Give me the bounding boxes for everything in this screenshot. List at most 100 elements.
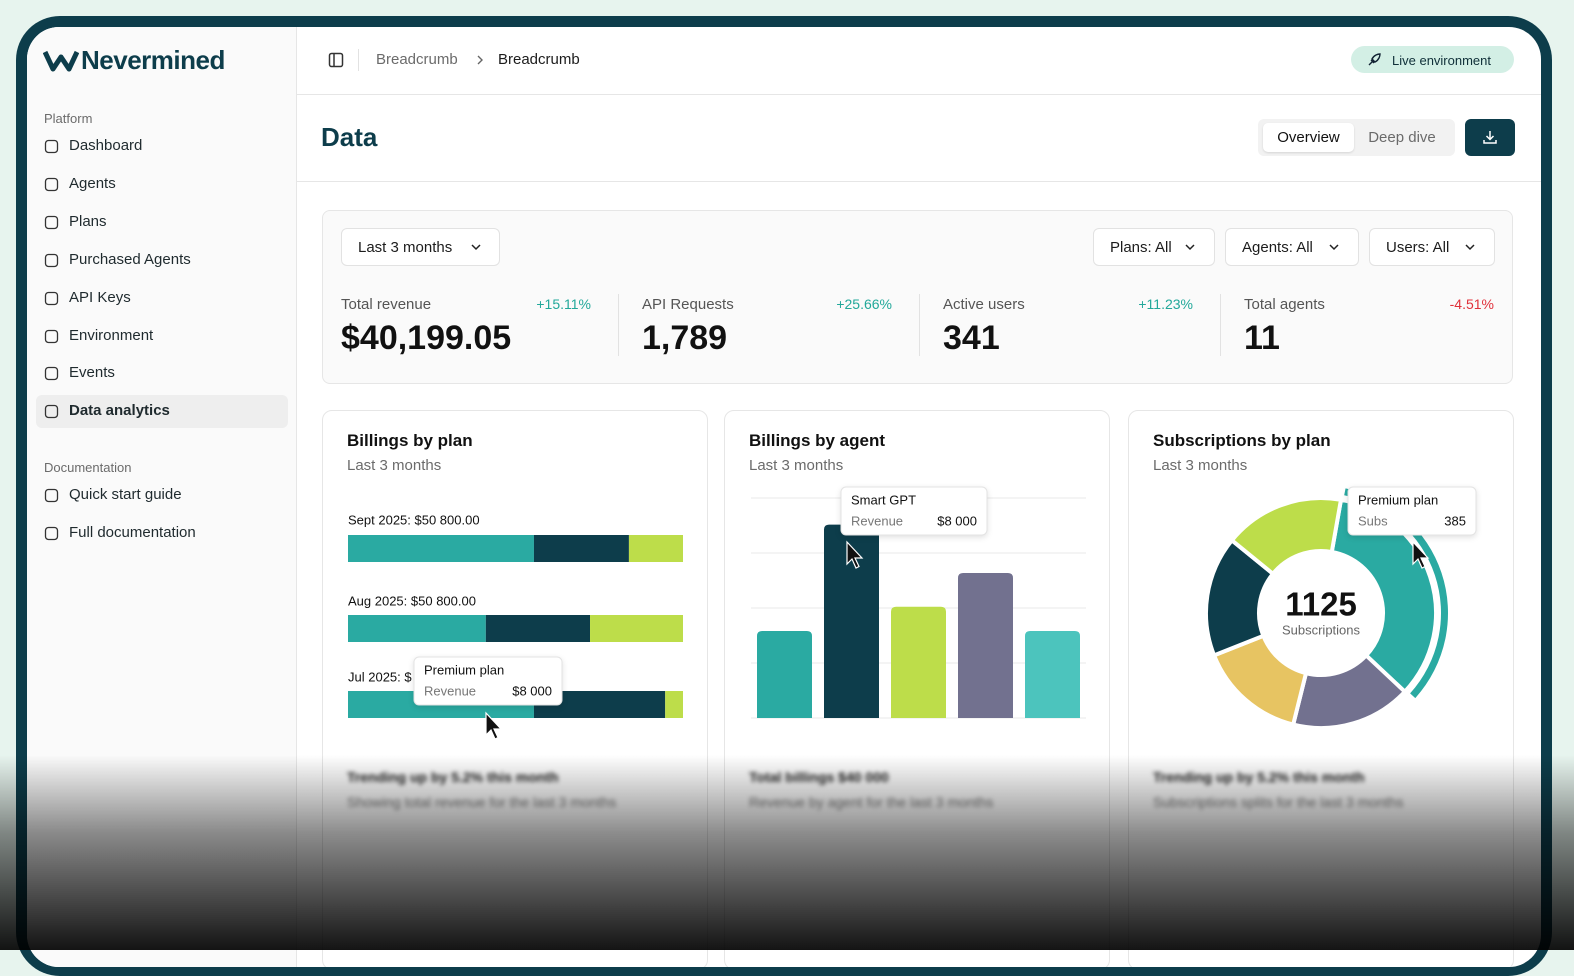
kpi-label: Total revenue [341, 296, 432, 313]
kpi-value: $40,199.05 [341, 319, 512, 357]
bar [824, 524, 879, 718]
brand-name: Nevermined [81, 45, 225, 75]
nav-icon [44, 526, 59, 541]
mouse-cursor [485, 711, 503, 740]
card-title: Billings by agent [749, 431, 886, 450]
bar-label: Aug 2025: $50 800.00 [348, 593, 476, 608]
filter-label: Agents: All [1242, 239, 1313, 256]
chevron [1185, 244, 1195, 251]
sidebar: Nevermined Platform Dashboard Agents Plans P… [27, 27, 297, 967]
nav-item[interactable]: Events [69, 364, 115, 382]
icon-shape [44, 489, 59, 503]
nav-item[interactable]: Plans [69, 212, 107, 230]
icon-shape [44, 329, 59, 343]
chevron-icon [1329, 244, 1339, 251]
nav-item[interactable]: Agents [69, 174, 116, 192]
icon-shape [44, 177, 59, 192]
bar-label: Jul 2025: $ [348, 669, 412, 684]
kpi-value: 11 [1244, 319, 1280, 357]
tooltip-value: $8 000 [512, 683, 552, 698]
chevron-icon [471, 244, 481, 251]
icon-shape [44, 367, 59, 381]
nav-item[interactable]: API Keys [69, 288, 131, 306]
tooltip-label: Revenue [424, 683, 476, 698]
kpi-divider [618, 294, 619, 356]
tooltip-title: Premium plan [424, 662, 504, 677]
mouse-cursor [846, 540, 864, 569]
kpi-value: 341 [943, 319, 1000, 357]
breadcrumb[interactable]: Breadcrumb [498, 51, 580, 68]
period-select[interactable]: Last 3 months [341, 228, 500, 266]
environment-badge[interactable]: Live environment [1351, 46, 1514, 73]
filter-label: Users: All [1386, 239, 1450, 256]
period-label: Last 3 months [358, 239, 453, 256]
tooltip-title: Smart GPT [851, 492, 916, 507]
nav-icon [44, 367, 59, 381]
filter-select[interactable]: Users: All [1369, 228, 1495, 266]
icon-shape [44, 405, 59, 419]
bar [1025, 630, 1080, 718]
nav-item[interactable]: Data analytics [69, 402, 170, 420]
kpi-value: 1,789 [642, 319, 728, 357]
tooltip-value: $8 000 [937, 513, 977, 528]
tooltip-label: Subs [1358, 513, 1388, 528]
tooltip-box [1347, 486, 1477, 536]
page: { "sidebar": { "brand": "Nevermined", "s… [0, 16, 1574, 976]
tooltip-title: Premium plan [1358, 492, 1438, 507]
kpi-label: Active users [943, 296, 1025, 313]
breadcrumb[interactable]: Breadcrumb [376, 51, 458, 68]
tab-label: Overview [1277, 129, 1340, 146]
sidebar-toggle[interactable] [328, 52, 344, 68]
tooltip: Premium plan Revenue $8 000 [413, 656, 563, 706]
nav-icon [44, 489, 59, 503]
download-button[interactable] [1465, 119, 1515, 156]
bar-segment [665, 691, 683, 718]
icon-shape [44, 526, 59, 541]
card-footer-headline: Trending up by 5.2% this month [347, 769, 559, 785]
kpi-label: API Requests [642, 296, 734, 313]
section-label: Platform [44, 111, 93, 126]
nav-item[interactable]: Environment [69, 326, 154, 344]
tooltip: Smart GPT Revenue $8 000 [840, 486, 988, 536]
tooltip-box [413, 656, 563, 706]
card-footer-note: Showing total revenue for the last 3 mon… [347, 794, 617, 810]
nav-item[interactable]: Full documentation [69, 524, 196, 542]
nav-icon [44, 215, 59, 229]
icon-shape [44, 291, 59, 305]
nav-item[interactable]: Dashboard [69, 137, 143, 154]
tab-group: Overview Deep dive [1258, 119, 1455, 156]
tab[interactable]: Overview [1263, 123, 1354, 152]
tab[interactable]: Deep dive [1354, 123, 1450, 152]
card-title: Billings by plan [347, 431, 473, 450]
icon-shape [44, 215, 59, 229]
brand-logo [43, 50, 79, 72]
bar [891, 606, 946, 718]
divider [358, 49, 359, 71]
nav-icon [44, 139, 59, 154]
donut-highlight [1344, 488, 1448, 699]
nav-icon [44, 329, 59, 343]
icon-shape [44, 139, 59, 154]
card-footer-headline: Trending up by 5.2% this month [1153, 769, 1365, 785]
card-title: Subscriptions by plan [1153, 431, 1331, 450]
filter-select[interactable]: Plans: All [1093, 228, 1215, 266]
tooltip-value: 385 [1444, 513, 1466, 528]
kpi-label: Total agents [1244, 296, 1325, 313]
chart-card: Billings by plan Last 3 months Trending up… [322, 410, 708, 967]
filter-select[interactable]: Agents: All [1225, 228, 1359, 266]
donut-center-value: 1125 [1285, 586, 1357, 623]
card-subtitle: Last 3 months [749, 457, 844, 474]
download-icon [1483, 131, 1497, 144]
nav-item[interactable]: Purchased Agents [69, 250, 191, 268]
rocket-icon [1368, 53, 1381, 66]
divider [296, 181, 1541, 182]
tooltip-box [840, 486, 988, 536]
bar-segment [590, 615, 683, 642]
nav-icon [44, 405, 59, 419]
chart: Sept 2025: $50 800.00 Aug 2025: $50 800.0… [348, 512, 683, 740]
nav-icon [44, 291, 59, 305]
page-title: Data [321, 122, 378, 152]
donut-segment [1229, 496, 1344, 577]
nav-item[interactable]: Quick start guide [69, 486, 182, 504]
